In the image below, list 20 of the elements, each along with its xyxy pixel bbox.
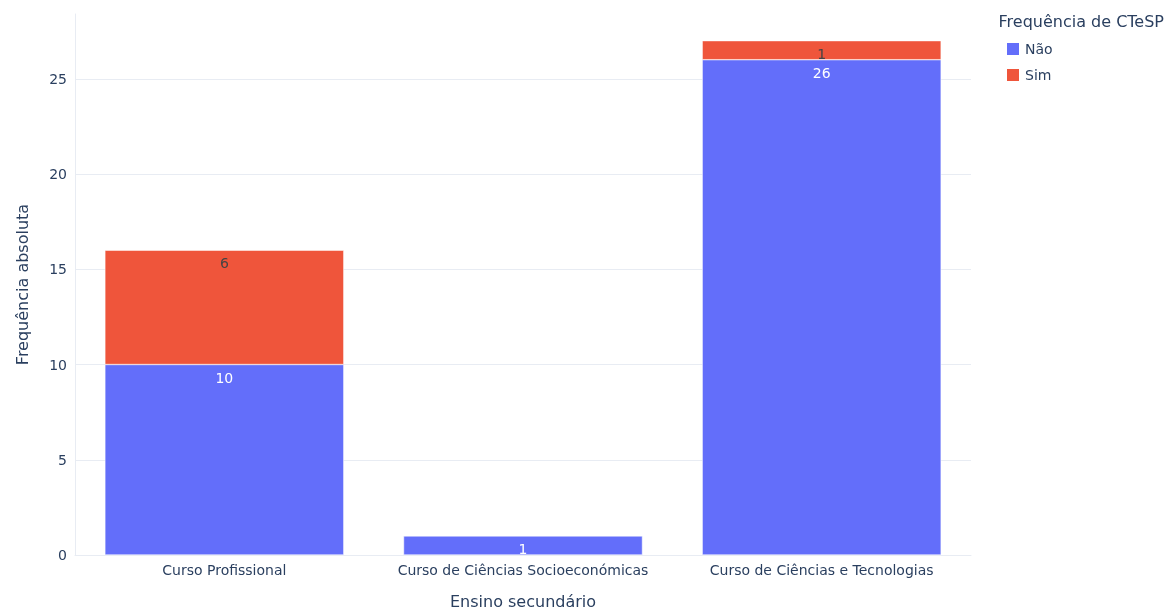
y-axis-title: Frequência absoluta xyxy=(12,203,32,366)
data-label: 26 xyxy=(812,64,831,81)
bar xyxy=(403,535,643,555)
x-tick-label: Curso de Ciências e Tecnologias xyxy=(709,562,934,578)
data-label: 10 xyxy=(215,369,234,386)
y-tick-label: 15 xyxy=(49,261,67,278)
data-label: 1 xyxy=(518,540,528,557)
data-label: 6 xyxy=(219,255,229,272)
y-tick-label: 5 xyxy=(58,451,67,468)
data-label: 1 xyxy=(817,45,827,62)
x-axis-title: Ensino secundário xyxy=(449,591,597,611)
x-tick-label: Curso Profissional xyxy=(162,562,287,578)
y-tick-label: 0 xyxy=(58,547,67,563)
y-tick-label: 25 xyxy=(49,70,67,87)
x-tick-label: Curso de Ciências Socioeconómicas xyxy=(397,562,649,578)
y-tick-label: 20 xyxy=(49,166,67,183)
legend-label: Sim xyxy=(1025,67,1052,83)
y-tick-label: 10 xyxy=(49,356,67,373)
legend-title: Frequência de CTeSP xyxy=(998,11,1165,31)
legend-label: Não xyxy=(1025,41,1053,57)
